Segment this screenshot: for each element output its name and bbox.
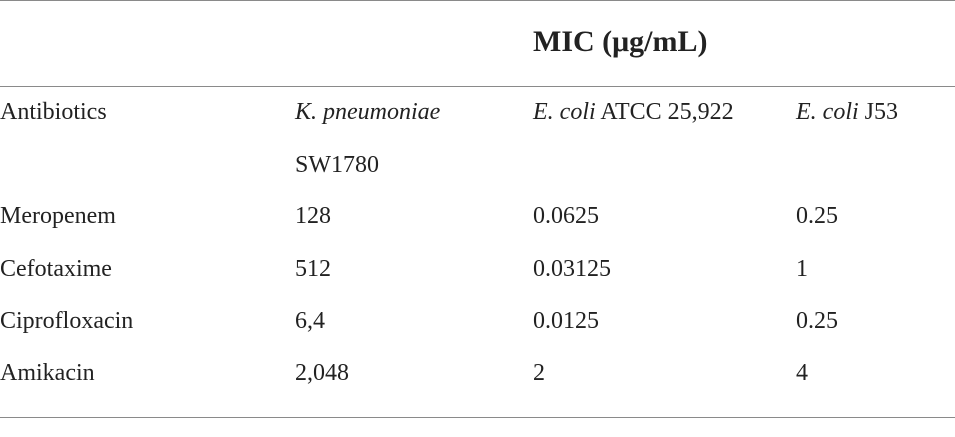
mic-group-header: MIC (μg/mL) bbox=[533, 25, 708, 58]
table-row-antibiotic: Ciprofloxacin bbox=[0, 308, 134, 334]
column-header-e-coli-j53-strain: J53 bbox=[858, 99, 898, 125]
column-header-k-pneumoniae-strain: SW1780 bbox=[295, 152, 379, 178]
column-header-k-pneumoniae-species: K. pneumoniae bbox=[295, 99, 441, 125]
table-cell-k-pneumoniae: 2,048 bbox=[295, 360, 349, 386]
table-row-antibiotic: Meropenem bbox=[0, 203, 116, 229]
column-header-k-pneumoniae: K. pneumoniae bbox=[295, 97, 440, 127]
header-rule bbox=[0, 86, 955, 87]
column-header-e-coli-j53-species: E. coli bbox=[796, 99, 859, 125]
table-top-rule bbox=[0, 0, 955, 1]
table-bottom-rule bbox=[0, 417, 955, 418]
table-row-antibiotic: Cefotaxime bbox=[0, 256, 112, 282]
column-header-e-coli-j53: E. coli J53 bbox=[796, 97, 898, 127]
table-cell-e-coli-j53: 4 bbox=[796, 360, 808, 386]
table-cell-e-coli-j53: 1 bbox=[796, 256, 808, 282]
column-header-e-coli-atcc-species: E. coli bbox=[533, 99, 596, 125]
table-cell-k-pneumoniae: 128 bbox=[295, 203, 331, 229]
table-cell-e-coli-atcc: 0.0125 bbox=[533, 308, 599, 334]
table-cell-k-pneumoniae: 6,4 bbox=[295, 308, 325, 334]
column-header-antibiotics: Antibiotics bbox=[0, 99, 107, 125]
column-header-e-coli-atcc-strain: ATCC 25,922 bbox=[595, 99, 734, 125]
column-header-e-coli-atcc: E. coli ATCC 25,922 bbox=[533, 97, 734, 127]
table-cell-e-coli-j53: 0.25 bbox=[796, 203, 838, 229]
table-cell-e-coli-j53: 0.25 bbox=[796, 308, 838, 334]
table-cell-e-coli-atcc: 0.0625 bbox=[533, 203, 599, 229]
table-cell-k-pneumoniae: 512 bbox=[295, 256, 331, 282]
table-cell-e-coli-atcc: 0.03125 bbox=[533, 256, 611, 282]
table-row-antibiotic: Amikacin bbox=[0, 360, 95, 386]
table-cell-e-coli-atcc: 2 bbox=[533, 360, 545, 386]
